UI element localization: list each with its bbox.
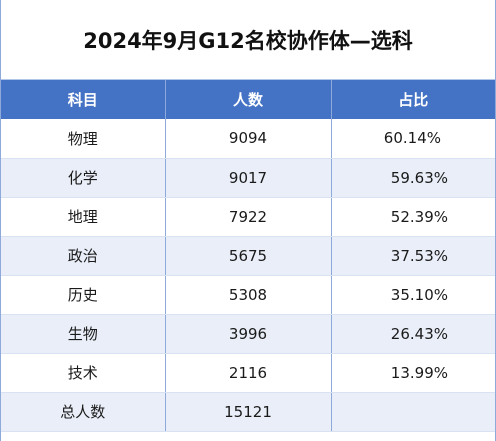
subject-cell: 生物 bbox=[1, 314, 166, 354]
subject-cell: 政治 bbox=[1, 236, 166, 276]
count-cell: 9094 bbox=[165, 119, 332, 159]
table-row: 历史 5308 35.10% bbox=[1, 275, 495, 315]
table-total-row: 总人数 15121 bbox=[1, 392, 495, 432]
total-count-cell: 15121 bbox=[165, 392, 332, 432]
count-cell: 3996 bbox=[165, 314, 332, 354]
table-row: 政治 5675 37.53% bbox=[1, 236, 495, 276]
ratio-cell: 59.63% bbox=[331, 158, 495, 198]
ratio-cell: 26.43% bbox=[331, 314, 495, 354]
ratio-cell: 37.53% bbox=[331, 236, 495, 276]
ratio-cell: 52.39% bbox=[331, 197, 495, 237]
table-title: 2024年9月G12名校协作体—选科 bbox=[1, 0, 495, 80]
total-ratio-cell bbox=[331, 392, 495, 432]
subject-cell: 物理 bbox=[1, 119, 166, 159]
subject-cell: 技术 bbox=[1, 353, 166, 393]
table-row: 生物 3996 26.43% bbox=[1, 314, 495, 354]
subject-selection-table: 科目 人数 占比 物理 9094 60.14% 化学 9017 59.63% 地… bbox=[1, 80, 495, 432]
ratio-cell: 60.14% bbox=[331, 119, 495, 159]
count-cell: 5675 bbox=[165, 236, 332, 276]
subject-cell: 历史 bbox=[1, 275, 166, 315]
table-row: 物理 9094 60.14% bbox=[1, 119, 495, 159]
count-cell: 7922 bbox=[165, 197, 332, 237]
table-header-row: 科目 人数 占比 bbox=[1, 80, 495, 119]
ratio-cell: 35.10% bbox=[331, 275, 495, 315]
header-count: 人数 bbox=[165, 80, 332, 119]
header-ratio: 占比 bbox=[331, 80, 495, 119]
total-label-cell: 总人数 bbox=[1, 392, 166, 432]
count-cell: 9017 bbox=[165, 158, 332, 198]
header-subject: 科目 bbox=[1, 80, 166, 119]
count-cell: 2116 bbox=[165, 353, 332, 393]
subject-cell: 地理 bbox=[1, 197, 166, 237]
table-row: 化学 9017 59.63% bbox=[1, 158, 495, 198]
subject-cell: 化学 bbox=[1, 158, 166, 198]
table-row: 技术 2116 13.99% bbox=[1, 353, 495, 393]
count-cell: 5308 bbox=[165, 275, 332, 315]
ratio-cell: 13.99% bbox=[331, 353, 495, 393]
table-row: 地理 7922 52.39% bbox=[1, 197, 495, 237]
